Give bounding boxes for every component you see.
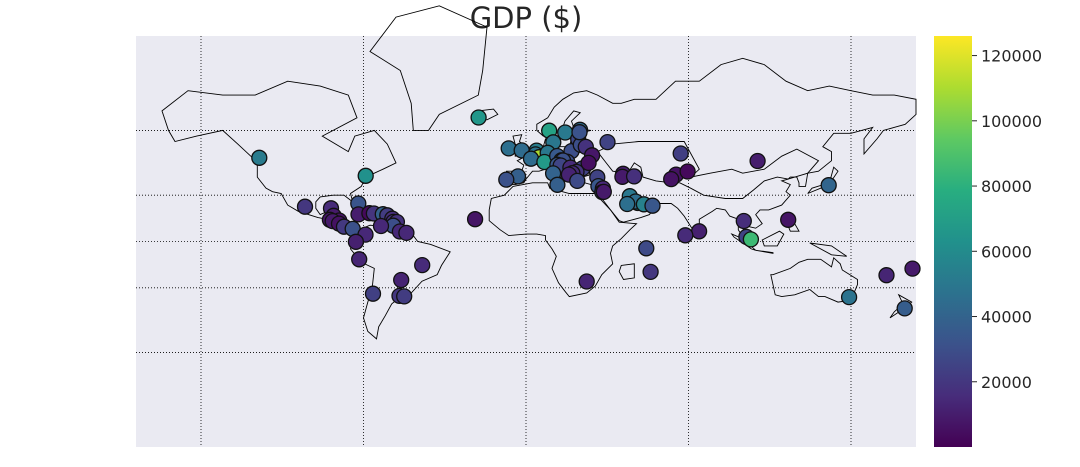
gdp-point: [625, 168, 643, 185]
land-outline: [770, 256, 858, 303]
colorbar-tick-label: 60000: [981, 242, 1032, 261]
gdp-point: [357, 167, 374, 184]
land-outline: [161, 80, 397, 231]
gdp-point: [296, 198, 314, 215]
gdp-point: [251, 149, 268, 166]
gdp-point: [672, 145, 689, 162]
gdp-point: [749, 152, 766, 170]
land-outline: [350, 224, 451, 340]
gdp-point: [780, 211, 797, 228]
land-outline: [596, 141, 820, 199]
land-outline: [618, 263, 635, 280]
gdp-point: [466, 211, 484, 228]
gdp-point: [690, 223, 708, 240]
gdp-point: [522, 150, 540, 167]
gdp-point: [351, 251, 368, 268]
map-gridlines: [136, 36, 916, 447]
gdp-point: [398, 224, 415, 242]
gdp-point: [619, 195, 636, 213]
colorbar-tick-label: 80000: [981, 177, 1032, 196]
gdp-point: [498, 171, 515, 188]
gdp-point: [470, 109, 487, 126]
land-outline: [761, 230, 785, 247]
colorbar-ticks: 20000 40000 60000 80000 100000 120000: [972, 47, 1042, 392]
gdp-point: [742, 231, 760, 248]
gdp-point: [904, 260, 921, 277]
gdp-point: [663, 170, 680, 188]
gdp-point: [840, 288, 858, 306]
gdp-point: [638, 240, 655, 257]
gdp-point: [578, 273, 595, 290]
gdp-point: [595, 183, 612, 201]
land-outline: [809, 242, 847, 257]
gdp-point: [549, 176, 566, 193]
gdp-point: [364, 285, 382, 302]
gdp-point: [820, 177, 837, 194]
land-outline: [488, 182, 638, 298]
gdp-point: [372, 217, 390, 235]
colorbar: [934, 36, 972, 447]
map-title: GDP ($): [469, 1, 583, 35]
land-outline: [369, 5, 488, 131]
colorbar-tick-label: 20000: [981, 373, 1032, 392]
gdp-points: [251, 109, 921, 317]
gdp-point: [580, 154, 597, 172]
gdp-point: [642, 263, 659, 281]
colorbar-tick-label: 100000: [981, 112, 1042, 131]
gdp-point: [569, 172, 586, 190]
gdp-point: [679, 163, 696, 180]
gdp-point: [571, 124, 588, 141]
land-outline: [755, 249, 774, 254]
gdp-point: [396, 288, 413, 305]
gdp-point: [896, 300, 913, 317]
colorbar-tick-label: 120000: [981, 47, 1042, 66]
gdp-point: [599, 133, 616, 151]
gdp-point: [414, 256, 431, 274]
colorbar-tick-label: 40000: [981, 308, 1032, 327]
gdp-point: [677, 227, 694, 244]
gdp-point: [878, 267, 895, 284]
gdp-point: [644, 197, 661, 214]
gdp-point: [735, 212, 752, 230]
gdp-point: [393, 271, 410, 289]
gdp-point: [347, 233, 365, 250]
